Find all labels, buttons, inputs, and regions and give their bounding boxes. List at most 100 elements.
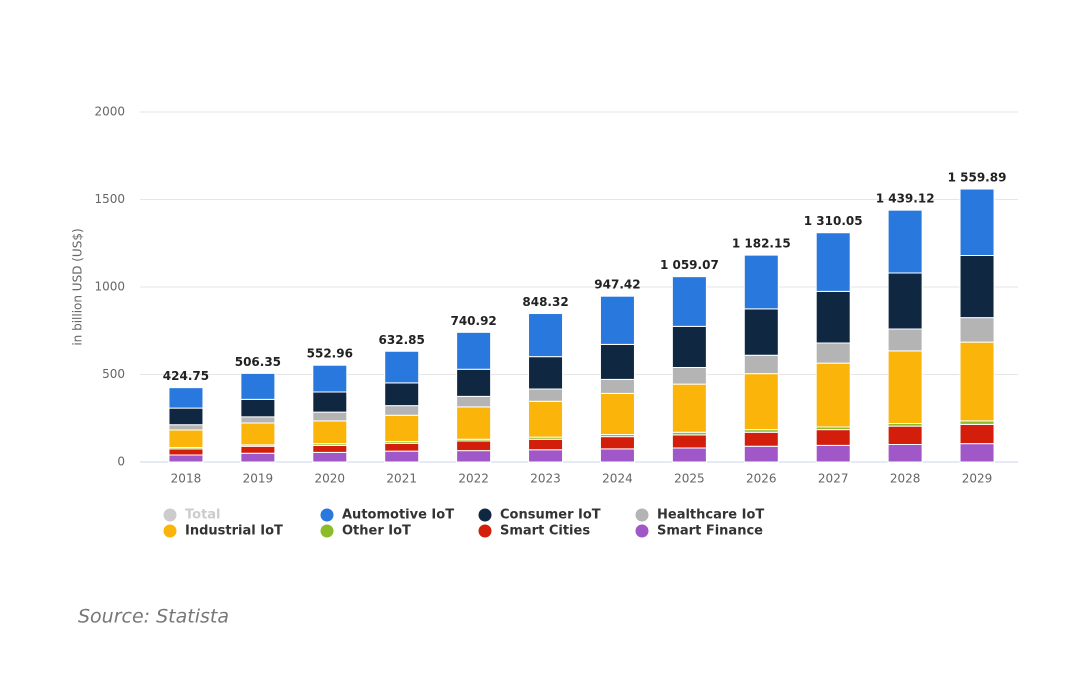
x-tick-label: 2021 <box>386 472 417 486</box>
bar-segment <box>168 454 204 463</box>
bar-segment <box>312 451 348 463</box>
bar-segment <box>959 420 995 425</box>
bar-segment <box>240 398 276 418</box>
legend-marker <box>635 508 649 522</box>
y-tick-label: 0 <box>117 455 125 469</box>
legend-marker <box>163 524 177 538</box>
bar-segment <box>959 423 995 445</box>
legend-marker <box>478 508 492 522</box>
bar-segment <box>671 434 707 449</box>
bar-segment <box>384 450 420 463</box>
bar-segment <box>671 276 707 327</box>
bar-segment <box>599 436 635 450</box>
legend-label[interactable]: Other IoT <box>342 524 411 539</box>
bar-segment <box>456 331 492 370</box>
total-label: 1 310.05 <box>804 214 863 228</box>
total-label: 1 059.07 <box>660 258 719 272</box>
legend-label[interactable]: Consumer IoT <box>500 508 601 523</box>
total-label: 947.42 <box>594 278 640 292</box>
bar-segment <box>743 308 779 356</box>
legend-label[interactable]: Smart Cities <box>500 524 590 539</box>
bar-segment <box>599 448 635 463</box>
bar-segment <box>815 362 851 428</box>
bar-segment <box>887 350 923 424</box>
bar-segment <box>384 442 420 452</box>
bar-segment <box>815 429 851 446</box>
bar-segment <box>528 313 564 358</box>
legend-marker <box>320 524 334 538</box>
bar-segment <box>671 447 707 463</box>
source: Source: Statista <box>78 606 229 628</box>
y-axis-title: in billion USD (US$) <box>71 228 85 345</box>
bar-segment <box>456 368 492 397</box>
bar-segment <box>887 209 923 274</box>
bar-segment <box>168 407 204 426</box>
legend-marker <box>163 508 177 522</box>
total-label: 1 559.89 <box>948 171 1007 185</box>
x-tick-label: 2027 <box>818 472 849 486</box>
x-tick-label: 2022 <box>458 472 489 486</box>
bar-segment <box>240 422 276 446</box>
x-tick-label: 2024 <box>602 472 633 486</box>
bar-segment <box>168 429 204 448</box>
bar-segment <box>743 354 779 375</box>
bar-segment <box>168 448 204 456</box>
y-tick-label: 2000 <box>94 105 125 119</box>
legend-label[interactable]: Industrial IoT <box>185 524 283 539</box>
y-tick-label: 500 <box>102 367 125 381</box>
bar-segment <box>743 254 779 310</box>
total-label: 740.92 <box>450 314 496 328</box>
bar-segment <box>528 438 564 451</box>
y-tick-label: 1000 <box>94 280 125 294</box>
bar-segment <box>240 452 276 463</box>
legend-label[interactable]: Smart Finance <box>657 524 763 539</box>
bar-segment <box>240 445 276 454</box>
bar-segment <box>887 425 923 445</box>
legend-label[interactable]: Healthcare IoT <box>657 508 764 523</box>
total-label: 552.96 <box>307 347 353 361</box>
bar-segment <box>887 272 923 330</box>
bar-segment <box>959 255 995 319</box>
bar-segment <box>887 328 923 352</box>
bar-segment <box>168 424 204 431</box>
x-tick-label: 2023 <box>530 472 561 486</box>
bar-segment <box>959 188 995 257</box>
legend-marker <box>320 508 334 522</box>
bar-segment <box>168 387 204 409</box>
legend-label[interactable]: Automotive IoT <box>342 508 454 523</box>
x-tick-label: 2028 <box>890 472 921 486</box>
x-tick-label: 2029 <box>962 472 993 486</box>
total-label: 1 182.15 <box>732 237 791 251</box>
x-tick-label: 2025 <box>674 472 705 486</box>
bar-segment <box>240 416 276 424</box>
legend-label[interactable]: Total <box>185 508 221 523</box>
bar-segment <box>456 406 492 440</box>
bar-segment <box>528 356 564 390</box>
bar-segment <box>456 450 492 463</box>
bar-segment <box>528 449 564 463</box>
x-tick-label: 2019 <box>243 472 274 486</box>
y-tick-label: 1500 <box>94 192 125 206</box>
bar-segment <box>743 445 779 463</box>
bar-segment <box>384 405 420 416</box>
total-label: 424.75 <box>163 369 209 383</box>
bar-segment <box>240 372 276 400</box>
bar-segment <box>599 295 635 345</box>
bar-segment <box>743 431 779 447</box>
bar-segment <box>743 373 779 431</box>
bar-segment <box>815 290 851 344</box>
bar-segment <box>815 232 851 292</box>
bar-segment <box>959 443 995 463</box>
x-tick-label: 2026 <box>746 472 777 486</box>
bar-segment <box>528 400 564 438</box>
total-label: 1 439.12 <box>876 192 935 206</box>
bar-segment <box>456 440 492 452</box>
bar-segment <box>312 411 348 422</box>
bar-segment <box>887 444 923 463</box>
bar-segment <box>959 317 995 343</box>
legend-marker <box>478 524 492 538</box>
bar-segment <box>599 392 635 436</box>
bar-segment <box>671 383 707 433</box>
x-tick-label: 2020 <box>315 472 346 486</box>
